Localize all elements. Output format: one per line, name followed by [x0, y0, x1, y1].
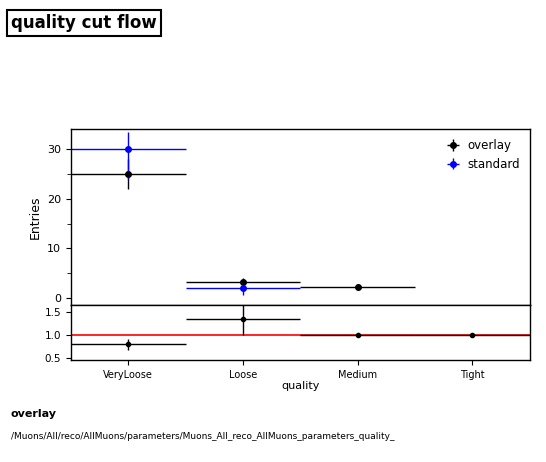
Text: quality cut flow: quality cut flow [11, 14, 157, 32]
Legend: overlay, standard: overlay, standard [441, 135, 524, 174]
X-axis label: quality: quality [281, 382, 319, 391]
Text: /Muons/All/reco/AllMuons/parameters/Muons_All_reco_AllMuons_parameters_quality_: /Muons/All/reco/AllMuons/parameters/Muon… [11, 432, 394, 441]
Text: overlay: overlay [11, 409, 57, 419]
Y-axis label: Entries: Entries [28, 195, 41, 239]
